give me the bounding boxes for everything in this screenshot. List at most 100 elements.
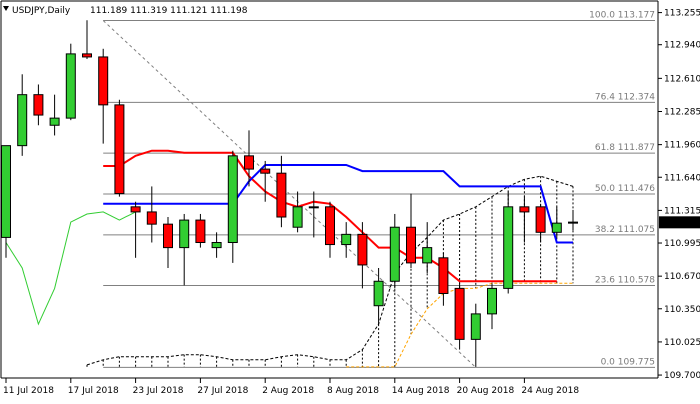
current-price-label-bg xyxy=(659,216,700,229)
date-tick-label: 2 Aug 2018 xyxy=(262,386,314,396)
fib-level-label: 0.0 109.775 xyxy=(601,357,655,367)
candle xyxy=(179,213,190,286)
candle-body xyxy=(98,56,109,106)
candle xyxy=(568,209,578,231)
candle xyxy=(487,283,497,330)
candle xyxy=(98,48,109,144)
candle-body xyxy=(195,219,206,244)
candle xyxy=(535,203,546,243)
candle xyxy=(17,74,28,156)
fib-level-label: 100.0 113.177 xyxy=(589,11,655,21)
candle-body xyxy=(114,104,125,195)
candle xyxy=(195,213,206,248)
date-tick-label: 27 Jul 2018 xyxy=(197,386,248,396)
candle-body xyxy=(373,280,384,307)
date-tick-label: 24 Aug 2018 xyxy=(521,386,579,396)
fib-level-label: 38.2 111.075 xyxy=(595,225,655,235)
candle-body xyxy=(454,287,465,340)
time-axis: 11 Jul 2018 17 Jul 2018 23 Jul 2018 27 Jul … xyxy=(3,378,579,396)
candle xyxy=(33,84,44,126)
candle xyxy=(130,201,141,258)
price-tick-label: 111.315 xyxy=(664,206,700,216)
candle-body xyxy=(260,168,271,174)
price-tick-label: 109.700 xyxy=(664,371,700,381)
price-tick-label: 110.670 xyxy=(664,272,700,282)
candle xyxy=(227,150,238,263)
candle xyxy=(114,99,125,197)
fib-trend-line xyxy=(102,20,477,368)
candle xyxy=(551,206,562,238)
candle-body xyxy=(130,206,141,213)
price-tick-label: 111.960 xyxy=(664,141,700,151)
candle xyxy=(65,43,76,121)
candle xyxy=(406,193,416,268)
candle-body xyxy=(17,94,28,147)
price-tick-label: 112.610 xyxy=(664,74,700,84)
candle xyxy=(163,217,173,268)
date-tick-label: 17 Jul 2018 xyxy=(68,386,119,396)
candle xyxy=(276,155,287,228)
candle xyxy=(244,130,254,187)
date-tick-label: 20 Aug 2018 xyxy=(457,386,515,396)
fib-level-label: 76.4 112.374 xyxy=(595,92,655,102)
candle-body xyxy=(341,233,352,246)
price-axis: 113.255 112.940 112.610 112.285 111.960 111.6… xyxy=(658,9,700,381)
candle-body xyxy=(422,247,433,264)
candle-body xyxy=(325,206,335,246)
candle xyxy=(260,160,271,202)
candle-body xyxy=(551,222,562,233)
candle-body xyxy=(33,94,44,116)
candle xyxy=(470,303,481,367)
candle-body xyxy=(163,223,173,249)
current-price-marker: 111.198 xyxy=(659,216,700,229)
series-kijun xyxy=(103,164,573,244)
ohlc-readout: 111.189 111.319 111.121 111.198 xyxy=(90,6,248,16)
candle-body xyxy=(503,206,514,289)
candle-body xyxy=(82,53,92,58)
series-span-a xyxy=(346,282,573,368)
candle-body xyxy=(568,221,578,224)
fib-level-label: 50.0 111.476 xyxy=(595,184,655,194)
candle-body xyxy=(438,257,449,294)
candle-body xyxy=(487,287,497,315)
candle xyxy=(308,191,319,238)
current-price-label: 111.198 xyxy=(663,218,700,228)
candle xyxy=(325,201,335,258)
candle xyxy=(341,222,352,258)
candle xyxy=(292,191,303,233)
price-tick-label: 112.285 xyxy=(664,107,700,117)
fib-level-label: 61.8 111.877 xyxy=(595,143,655,153)
series-chikou xyxy=(5,211,136,326)
price-tick-label: 110.025 xyxy=(664,338,700,348)
candle xyxy=(373,268,384,325)
date-tick-label: 14 Aug 2018 xyxy=(392,386,450,396)
symbol-timeframe: USDJPY,Daily xyxy=(12,6,71,16)
price-tick-label: 112.940 xyxy=(664,41,700,51)
candle xyxy=(519,196,530,243)
price-tick-label: 113.255 xyxy=(664,9,700,19)
candle-body xyxy=(49,117,60,126)
price-tick-label: 111.640 xyxy=(664,173,700,183)
date-tick-label: 8 Aug 2018 xyxy=(327,386,379,396)
candle-body xyxy=(535,206,546,233)
candles xyxy=(1,20,578,367)
fib-level-label: 23.6 110.578 xyxy=(595,276,655,286)
candle-body xyxy=(406,226,416,264)
price-tick-label: 110.350 xyxy=(664,305,700,315)
candle-body xyxy=(470,313,481,340)
date-tick-label: 11 Jul 2018 xyxy=(3,386,54,396)
collapse-triangle-icon xyxy=(3,6,9,11)
candle xyxy=(82,20,92,59)
candle xyxy=(357,222,368,289)
price-tick-label: 110.995 xyxy=(664,239,700,249)
candle xyxy=(389,213,400,289)
candle xyxy=(454,283,465,350)
candle-body xyxy=(211,242,222,249)
candle-body xyxy=(227,155,238,244)
candle xyxy=(438,252,449,306)
series-span-b xyxy=(86,175,574,366)
